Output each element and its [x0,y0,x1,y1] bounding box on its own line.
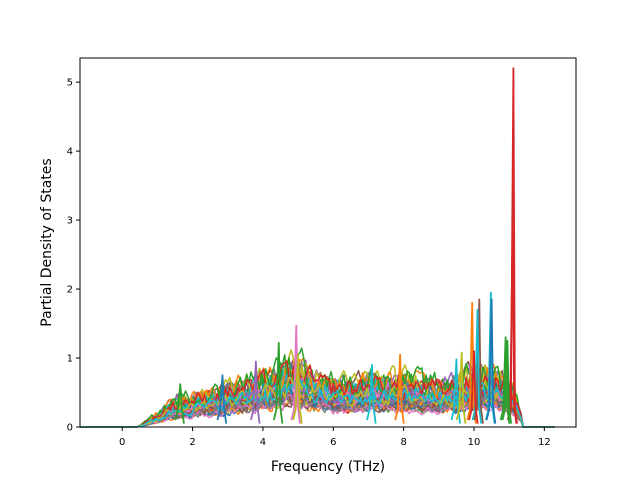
pdos-peak-line [455,351,467,424]
y-axis-label: Partial Density of States [39,158,55,326]
series-group [80,67,555,428]
pdos-peak-line [485,298,497,424]
plot-frame [79,57,577,428]
pdos-peak-line [499,336,511,424]
pdos-peak-line [366,363,377,424]
pdos-peak-line [216,374,228,424]
x-tick-label: 0 [119,437,125,448]
y-tick-label: 4 [67,147,73,158]
pdos-peak-line [272,341,284,424]
x-tick-label: 2 [189,437,195,448]
pdos-peak-line [471,308,483,424]
y-tick-label: 2 [67,285,73,296]
pdos-peak-line [290,324,301,424]
x-axis: 0 2 4 6 8 10 12 [119,427,551,448]
pdos-peak-line [292,353,303,424]
x-tick-label: 12 [538,437,551,448]
pdos-peak-line [174,383,185,424]
y-tick-label: 3 [67,216,73,227]
y-tick-label: 1 [67,354,73,365]
pdos-peak-line [501,339,512,424]
x-axis-label: Frequency (THz) [271,459,385,475]
y-tick-label: 0 [67,423,73,434]
pdos-peak-line [250,360,261,424]
plot-area [79,57,577,428]
x-tick-label: 4 [260,437,266,448]
pdos-peak-line [394,353,405,424]
y-tick-label: 5 [67,78,73,89]
pdos-peak-line [468,350,479,424]
x-tick-label: 8 [400,437,406,448]
x-tick-label: 10 [468,437,481,448]
x-tick-label: 6 [330,437,336,448]
y-axis: 0 1 2 3 4 5 [67,78,80,434]
